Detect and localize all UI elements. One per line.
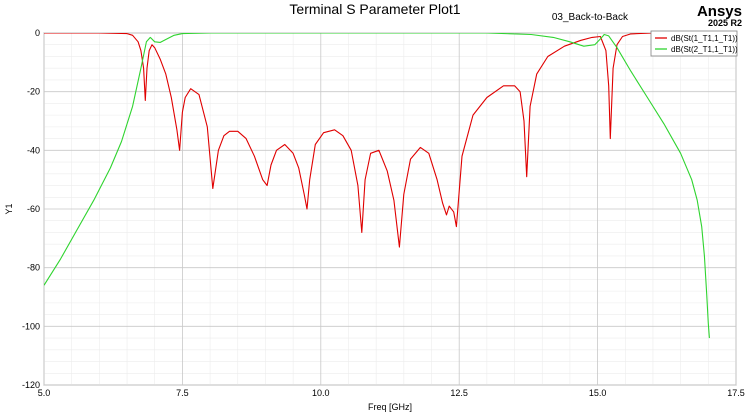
major-grid [43, 32, 737, 386]
y-tick-label: -80 [27, 263, 40, 273]
x-tick-label: 15.0 [589, 388, 607, 398]
y-axis-ticks: 0 -20 -40 -60 -80 -100 -120 [22, 28, 40, 390]
y-tick-label: -40 [27, 145, 40, 155]
y-tick-label: 0 [35, 28, 40, 38]
chart-title: Terminal S Parameter Plot1 [289, 1, 460, 17]
brand-logo-text: Ansys [697, 3, 742, 20]
legend-box [650, 30, 738, 57]
x-tick-label: 17.5 [727, 388, 745, 398]
y-tick-label: -60 [27, 204, 40, 214]
series-group [44, 33, 736, 339]
series-line-s21 [44, 33, 710, 339]
x-tick-label: 7.5 [176, 388, 189, 398]
y-axis-label: Y1 [4, 203, 14, 214]
x-axis-label: Freq [GHz] [368, 402, 412, 412]
series-line-s11 [44, 33, 736, 248]
version-label: 2025 R2 [708, 18, 742, 28]
legend-label-s21: dB(St(2_T1,1_T1)) [671, 45, 738, 54]
y-tick-label: -120 [22, 380, 40, 390]
legend-label-s11: dB(St(1_T1,1_T1)) [671, 34, 738, 43]
legend: dB(St(1_T1,1_T1)) dB(St(2_T1,1_T1)) [650, 30, 738, 57]
x-tick-label: 10.0 [312, 388, 330, 398]
y-tick-label: -20 [27, 87, 40, 97]
project-name: 03_Back-to-Back [552, 12, 629, 23]
x-axis-ticks: 5.0 7.5 10.0 12.5 15.0 17.5 [38, 388, 745, 398]
x-tick-label: 12.5 [450, 388, 468, 398]
x-tick-label: 5.0 [38, 388, 51, 398]
y-tick-label: -100 [22, 321, 40, 331]
